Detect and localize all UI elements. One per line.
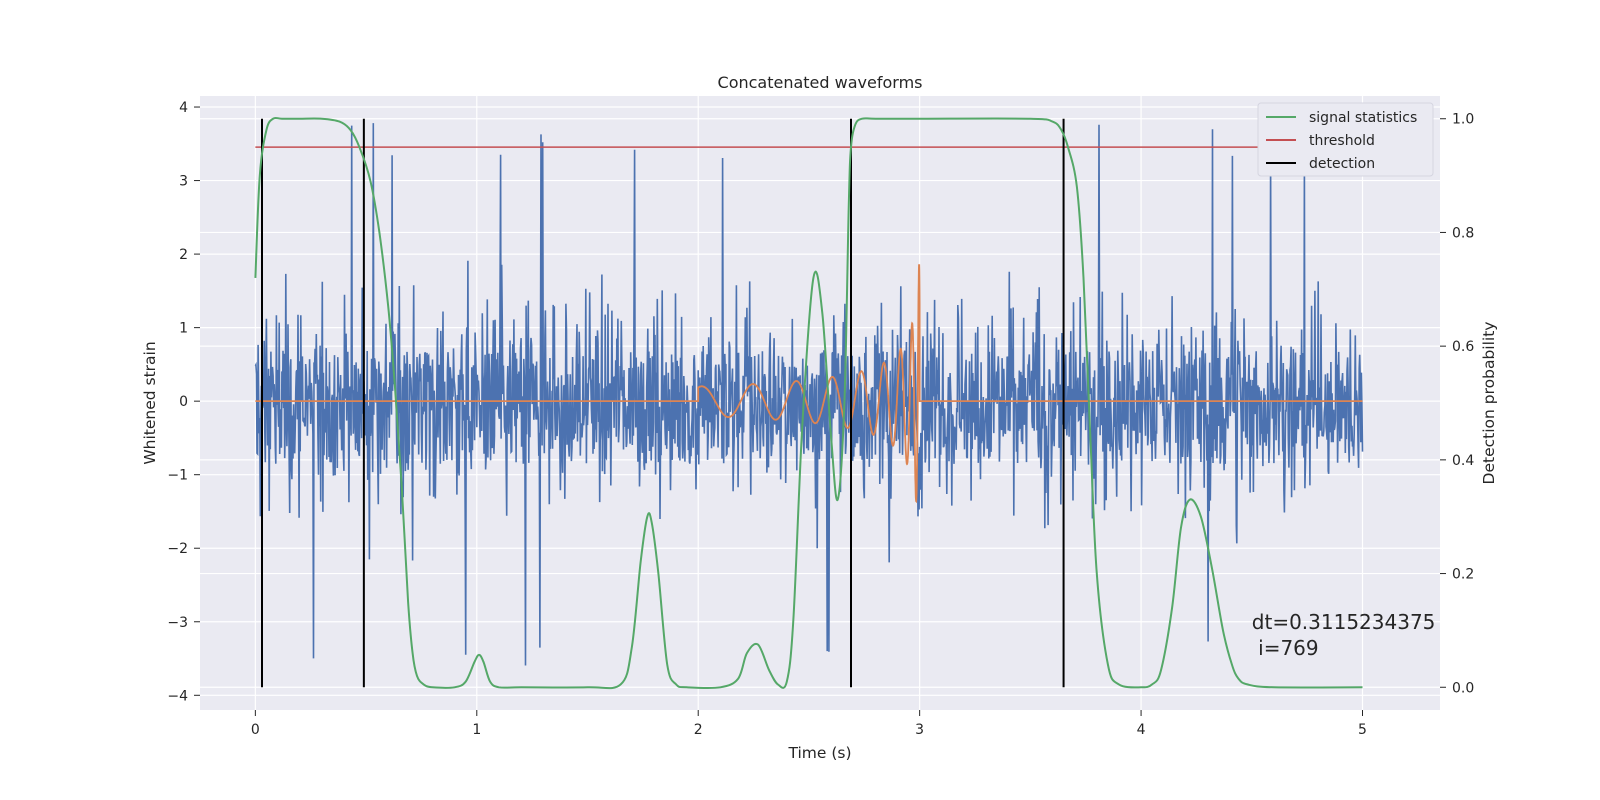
chart-title: Concatenated waveforms	[718, 73, 923, 92]
y2-tick-label-0: 0.0	[1452, 680, 1474, 696]
y2-axis-label: Detection probability	[1480, 322, 1498, 485]
legend-label-detection: detection	[1309, 156, 1375, 172]
annotation-index: i=769	[1252, 636, 1319, 660]
y-tick-label-7: 3	[179, 174, 188, 190]
x-tick-label-3: 3	[915, 722, 924, 738]
x-tick-label-0: 0	[251, 722, 260, 738]
x-tick-label-2: 2	[694, 722, 703, 738]
y-tick-label-5: 1	[179, 321, 188, 337]
y-tick-label-0: −4	[167, 688, 188, 704]
detection-lines	[261, 118, 1065, 688]
y2-tick-label-3: 0.6	[1452, 339, 1474, 355]
x-tick-label-1: 1	[472, 722, 481, 738]
y-tick-label-2: −2	[167, 541, 188, 557]
annotation-dt: dt=0.3115234375	[1252, 610, 1436, 634]
y2-tick-label-1: 0.2	[1452, 567, 1474, 583]
y-tick-label-6: 2	[179, 247, 188, 263]
template-series-line	[255, 264, 1363, 504]
legend: signal statistics threshold detection	[1257, 102, 1434, 177]
x-tick-label-4: 4	[1137, 722, 1146, 738]
y-tick-label-8: 4	[179, 100, 188, 116]
y-axis-label: Whitened strain	[141, 341, 159, 464]
y2-tick-label-2: 0.4	[1452, 453, 1474, 469]
y-tick-label-1: −3	[167, 615, 188, 631]
axis-ticks: 0 1 2 3 4 5 −4 −3 −2 −1 0 1 2 3 4 0.0 0.2 0.4 0.6 0.8 1.0	[167, 100, 1474, 738]
strain-series-line	[254, 123, 1364, 666]
y-tick-label-4: 0	[179, 394, 188, 410]
legend-box	[1257, 102, 1434, 177]
x-tick-label-5: 5	[1358, 722, 1367, 738]
y2-tick-label-4: 0.8	[1452, 225, 1474, 241]
legend-label-threshold: threshold	[1309, 133, 1375, 149]
x-axis-label: Time (s)	[787, 744, 851, 762]
signal-statistics-line	[254, 116, 1363, 690]
legend-label-signal-statistics: signal statistics	[1309, 110, 1417, 126]
y2-tick-label-5: 1.0	[1452, 112, 1474, 128]
y-tick-label-3: −1	[167, 468, 188, 484]
